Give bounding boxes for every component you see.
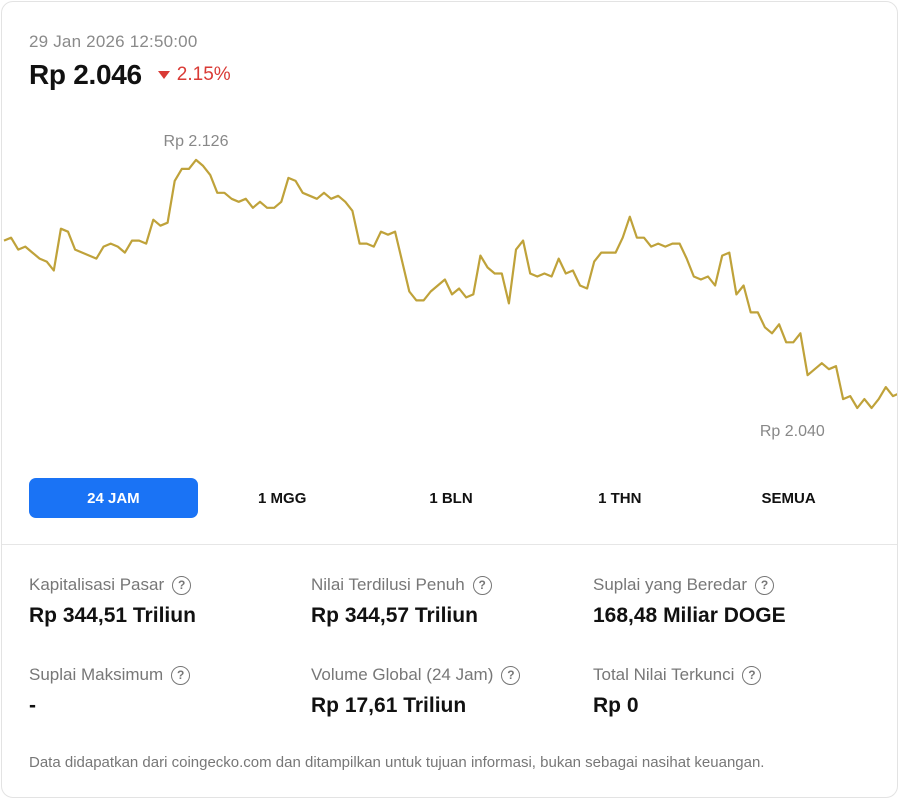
tab-1-mgg[interactable]: 1 MGG	[258, 489, 307, 507]
stat-label: Nilai Terdilusi Penuh	[311, 575, 465, 594]
down-triangle-icon	[157, 71, 170, 79]
question-circle-icon[interactable]: ?	[501, 665, 521, 685]
price-row: Rp 2.046 2.15%	[29, 59, 231, 91]
price-change: 2.15%	[157, 64, 231, 86]
stat-max-supply: Suplai Maksimum? -	[29, 665, 309, 718]
question-circle-icon[interactable]: ?	[171, 665, 191, 685]
question-circle-icon[interactable]: ?	[742, 665, 762, 685]
stat-total-value-locked: Total Nilai Terkunci? Rp 0	[593, 665, 873, 718]
stat-label: Suplai yang Beredar	[593, 575, 748, 594]
stat-value: Rp 17,61 Triliun	[311, 694, 467, 717]
current-price: Rp 2.046	[29, 59, 142, 90]
timeframe-tabs: 24 JAM 1 MGG 1 BLN 1 THN SEMUA	[29, 478, 873, 518]
stat-label: Volume Global (24 Jam)	[311, 665, 494, 684]
tab-semua[interactable]: SEMUA	[761, 489, 816, 507]
question-circle-icon[interactable]: ?	[472, 575, 492, 595]
price-change-percent: 2.15%	[176, 64, 231, 85]
stat-value: -	[29, 694, 36, 717]
stat-market-cap: Kapitalisasi Pasar? Rp 344,51 Triliun	[29, 575, 309, 628]
price-header: 29 Jan 2026 12:50:00 Rp 2.046 2.15%	[29, 32, 231, 91]
tab-1-bln[interactable]: 1 BLN	[429, 489, 473, 507]
high-price-label: Rp 2.126	[164, 133, 229, 150]
stat-value: Rp 344,51 Triliun	[29, 604, 196, 627]
stat-fully-diluted-value: Nilai Terdilusi Penuh? Rp 344,57 Triliun	[311, 575, 591, 628]
price-line	[3, 158, 897, 410]
stat-value: Rp 344,57 Triliun	[311, 604, 478, 627]
stat-value: Rp 0	[593, 694, 639, 717]
question-circle-icon[interactable]: ?	[172, 575, 192, 595]
divider	[2, 544, 897, 545]
stat-value: 168,48 Miliar DOGE	[593, 604, 786, 627]
stat-label: Total Nilai Terkunci	[593, 665, 735, 684]
price-chart[interactable]: Rp 2.126 Rp 2.040	[2, 102, 898, 462]
low-price-label: Rp 2.040	[760, 423, 825, 440]
stat-global-volume: Volume Global (24 Jam)? Rp 17,61 Triliun	[311, 665, 591, 718]
timestamp: 29 Jan 2026 12:50:00	[29, 32, 198, 51]
stat-label: Suplai Maksimum	[29, 665, 164, 684]
question-circle-icon[interactable]: ?	[755, 575, 775, 595]
tab-24-jam[interactable]: 24 JAM	[29, 478, 198, 518]
disclaimer: Data didapatkan dari coingecko.com dan d…	[29, 754, 765, 771]
stat-label: Kapitalisasi Pasar	[29, 575, 165, 594]
stat-circulating-supply: Suplai yang Beredar? 168,48 Miliar DOGE	[593, 575, 873, 628]
tab-1-thn[interactable]: 1 THN	[598, 489, 642, 507]
